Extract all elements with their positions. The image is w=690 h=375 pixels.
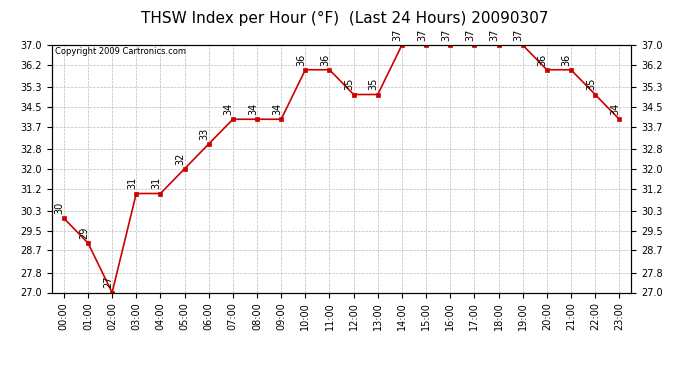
Text: 35: 35 <box>344 78 355 90</box>
Text: 36: 36 <box>538 53 548 66</box>
Text: 37: 37 <box>441 28 451 41</box>
Text: 36: 36 <box>320 53 331 66</box>
Text: 34: 34 <box>610 103 620 115</box>
Text: 30: 30 <box>55 202 65 214</box>
Text: 29: 29 <box>79 226 89 239</box>
Text: 36: 36 <box>562 53 572 66</box>
Text: 36: 36 <box>296 53 306 66</box>
Text: 27: 27 <box>103 276 113 288</box>
Text: 37: 37 <box>393 28 403 41</box>
Text: 32: 32 <box>175 152 186 165</box>
Text: 37: 37 <box>465 28 475 41</box>
Text: 37: 37 <box>489 28 500 41</box>
Text: 34: 34 <box>272 103 282 115</box>
Text: 31: 31 <box>127 177 137 189</box>
Text: 34: 34 <box>248 103 258 115</box>
Text: 33: 33 <box>199 128 210 140</box>
Text: 35: 35 <box>586 78 596 90</box>
Text: 34: 34 <box>224 103 234 115</box>
Text: Copyright 2009 Cartronics.com: Copyright 2009 Cartronics.com <box>55 48 186 57</box>
Text: 37: 37 <box>513 28 524 41</box>
Text: 35: 35 <box>368 78 379 90</box>
Text: 31: 31 <box>151 177 161 189</box>
Text: THSW Index per Hour (°F)  (Last 24 Hours) 20090307: THSW Index per Hour (°F) (Last 24 Hours)… <box>141 11 549 26</box>
Text: 37: 37 <box>417 28 427 41</box>
